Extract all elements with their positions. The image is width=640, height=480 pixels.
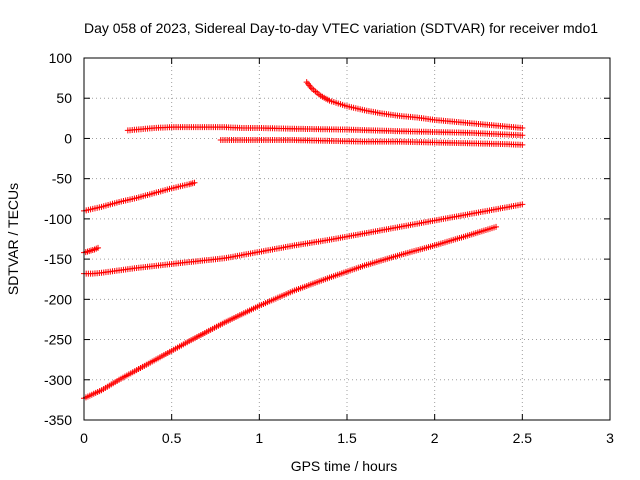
data-point bbox=[493, 223, 500, 230]
y-tick-label: -150 bbox=[44, 251, 72, 267]
y-tick-label: -300 bbox=[44, 372, 72, 388]
y-axis-label: SDTVAR / TECUs bbox=[5, 183, 21, 295]
x-tick-label: 3 bbox=[606, 430, 614, 446]
x-tick-label: 2 bbox=[431, 430, 439, 446]
data-markers bbox=[81, 79, 526, 402]
data-point bbox=[519, 132, 526, 139]
axis-ticks: 0 0.5 1 1.5 2 2.5 3 -350 -300 -250 -200 -150 -100 -50… bbox=[44, 50, 614, 446]
data-point bbox=[95, 244, 102, 251]
y-tick-label: -200 bbox=[44, 291, 72, 307]
x-tick-label: 0 bbox=[80, 430, 88, 446]
series-arc-5 bbox=[124, 124, 526, 139]
chart-title: Day 058 of 2023, Sidereal Day-to-day VTE… bbox=[84, 20, 598, 36]
data-point bbox=[519, 124, 526, 131]
x-tick-label: 1.5 bbox=[337, 430, 357, 446]
series-arc-7 bbox=[303, 79, 526, 131]
y-tick-label: -50 bbox=[52, 171, 72, 187]
y-tick-label: -100 bbox=[44, 211, 72, 227]
data-point bbox=[519, 141, 526, 148]
x-tick-label: 1 bbox=[255, 430, 263, 446]
series-arc-1 bbox=[81, 223, 500, 402]
x-tick-label: 0.5 bbox=[162, 430, 182, 446]
y-tick-label: 0 bbox=[64, 130, 72, 146]
y-tick-label: 50 bbox=[56, 90, 72, 106]
x-axis-label: GPS time / hours bbox=[291, 458, 398, 474]
y-tick-label: -250 bbox=[44, 332, 72, 348]
data-point bbox=[191, 179, 198, 186]
data-point bbox=[519, 201, 526, 208]
y-tick-label: -350 bbox=[44, 412, 72, 428]
series-arc-4 bbox=[81, 179, 198, 214]
series-arc-6 bbox=[217, 137, 526, 148]
y-tick-label: 100 bbox=[49, 50, 73, 66]
x-tick-label: 2.5 bbox=[513, 430, 533, 446]
